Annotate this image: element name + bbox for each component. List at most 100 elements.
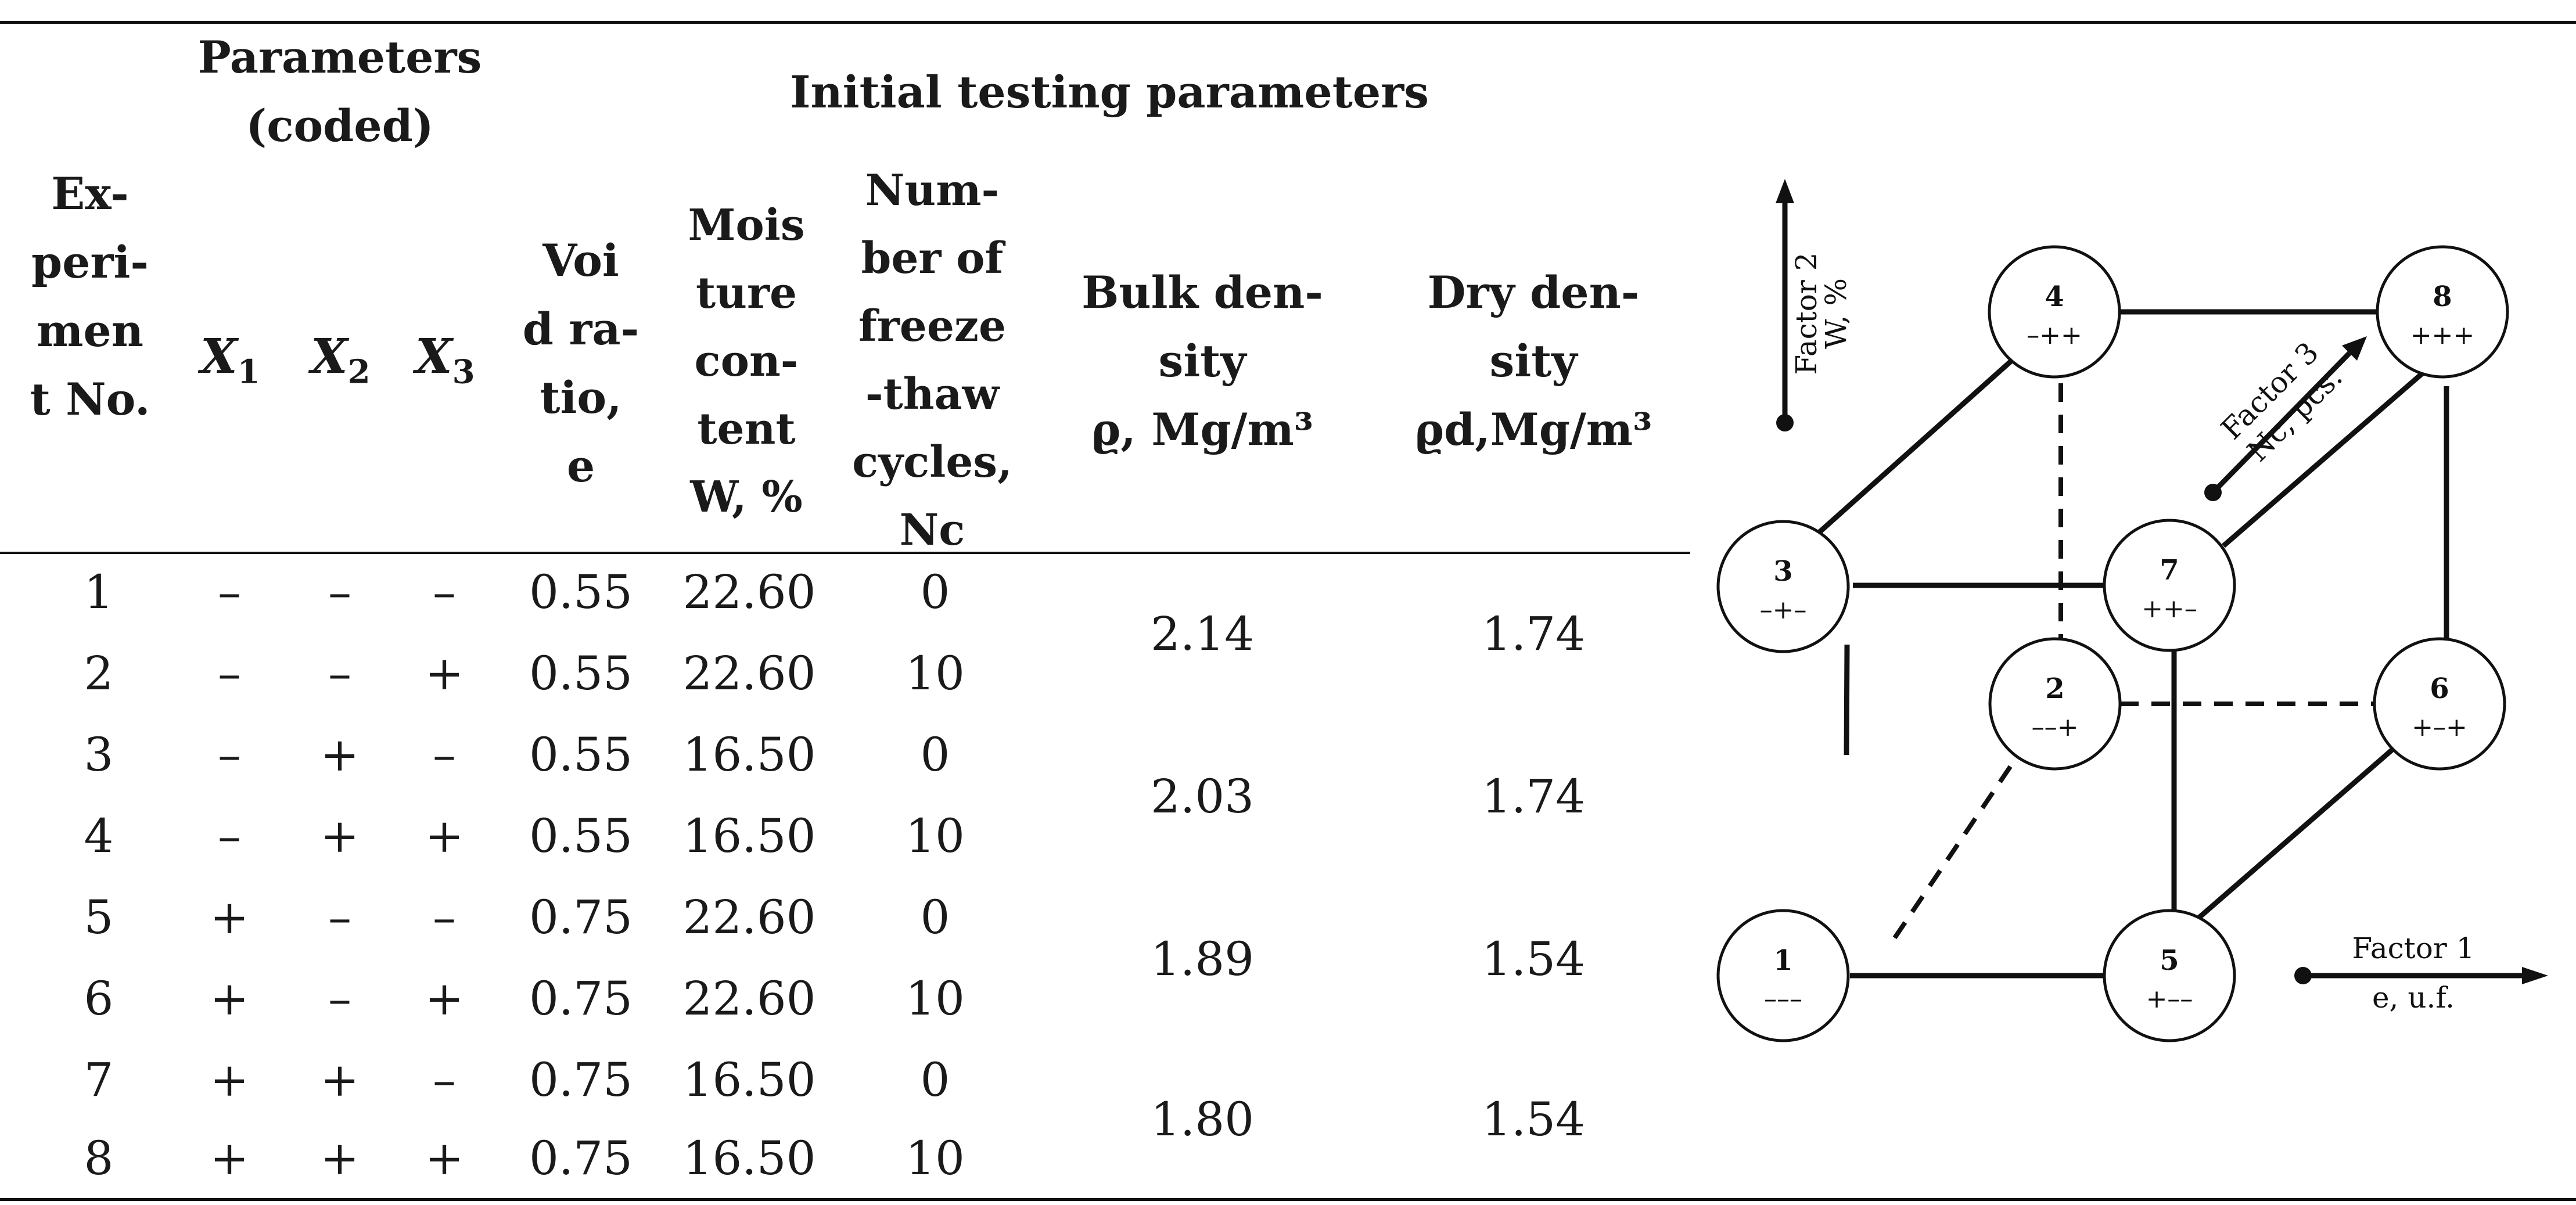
cell-x2: + [320, 809, 360, 863]
cell-cycles: 10 [906, 1131, 965, 1185]
cell-cycles: 0 [920, 890, 950, 944]
cell-moisture: 16.50 [682, 1131, 816, 1185]
header-parameters-coded: Parameters (coded) [197, 31, 482, 152]
cell-bulk-density: 2.14 [1150, 607, 1255, 661]
cell-void-ratio: 0.75 [529, 972, 633, 1026]
cell-void-ratio: 0.55 [529, 809, 633, 863]
cell-cycles: 0 [920, 728, 950, 782]
cell-x2: + [320, 1131, 360, 1185]
cell-x2: – [328, 646, 351, 700]
header-moisture-content: Mois ture con- tent W, % [688, 200, 805, 522]
node-code: –++ [2027, 321, 2082, 350]
hidden-edge [1892, 750, 2022, 940]
cube-node: 7 ++– [2103, 519, 2236, 652]
cell-moisture: 16.50 [682, 1053, 816, 1107]
cell-experiment-no: 5 [84, 890, 114, 944]
cell-experiment-no: 2 [84, 646, 114, 700]
cell-x1: + [210, 890, 249, 944]
node-number: 6 [2430, 672, 2449, 705]
cell-dry-density: 1.54 [1481, 932, 1586, 986]
cube-edge [2222, 346, 2453, 548]
node-code: ––– [1764, 984, 1802, 1014]
header-dry-density: Dry den- sity ϱd,Mg/m³ [1414, 267, 1652, 455]
cell-dry-density: 1.54 [1481, 1092, 1586, 1146]
cell-moisture: 22.60 [682, 890, 816, 944]
cell-cycles: 0 [920, 565, 950, 619]
node-number: 2 [2045, 672, 2064, 705]
cell-x3: – [433, 1053, 456, 1107]
cell-x1: + [210, 972, 249, 1026]
cube-edge [2171, 738, 2405, 943]
factor-3-axis: Factor 3 Nc, pcs. [2204, 336, 2367, 501]
factor-2-axis: Factor 2 W, % [1776, 179, 1853, 431]
node-number: 7 [2160, 554, 2179, 587]
cell-experiment-no: 3 [84, 728, 114, 782]
cell-void-ratio: 0.75 [529, 890, 633, 944]
factor-2-unit: W, % [1819, 278, 1853, 349]
header-initial-testing: Initial testing parameters [789, 66, 1429, 118]
node-code: ––+ [2032, 713, 2079, 742]
node-number: 1 [1773, 944, 1792, 977]
cube-node: 1 ––– [1716, 909, 1850, 1042]
cell-x3: + [425, 1131, 464, 1185]
cube-node: 2 ––+ [1988, 637, 2122, 771]
cell-experiment-no: 1 [84, 565, 114, 619]
cell-bulk-density: 2.03 [1150, 769, 1255, 823]
node-number: 4 [2045, 280, 2064, 313]
cell-experiment-no: 4 [84, 809, 114, 863]
top-rule [0, 21, 2576, 24]
header-x2: X2 [311, 329, 371, 391]
node-code: ++– [2142, 594, 2197, 624]
cell-void-ratio: 0.75 [529, 1053, 633, 1107]
cell-x2: – [328, 890, 351, 944]
header-x3: X3 [415, 329, 475, 391]
node-code: +++ [2410, 321, 2475, 350]
bottom-rule [0, 1198, 2576, 1201]
cell-moisture: 16.50 [682, 809, 816, 863]
cell-experiment-no: 7 [84, 1053, 114, 1107]
header-void-ratio: Voi d ra- tio, e [522, 235, 639, 492]
factor-1-axis: Factor 1 e, u.f. [2294, 931, 2548, 1015]
node-code: –+– [1760, 595, 1807, 625]
header-experiment-no: Ex- peri- men t No. [30, 168, 150, 425]
cube-edge [1798, 355, 2017, 552]
node-code: +–+ [2412, 713, 2467, 742]
cell-moisture: 22.60 [682, 565, 816, 619]
cell-moisture: 16.50 [682, 728, 816, 782]
design-cube-diagram: Factor 2 W, % Factor 3 Nc, pcs. Factor 1… [1716, 179, 2548, 1042]
cell-x3: – [433, 565, 456, 619]
factor-2-label: Factor 2 [1790, 253, 1823, 375]
cell-x2: + [320, 1053, 360, 1107]
cube-node: 8 +++ [2376, 245, 2509, 379]
cell-x2: – [328, 972, 351, 1026]
cube-node: 6 +–+ [2373, 637, 2506, 771]
cell-cycles: 0 [920, 1053, 950, 1107]
cell-experiment-no: 6 [84, 972, 114, 1026]
cell-x2: – [328, 565, 351, 619]
node-number: 3 [1773, 555, 1792, 588]
cell-x3: + [425, 972, 464, 1026]
cell-x3: + [425, 646, 464, 700]
cell-moisture: 22.60 [682, 972, 816, 1026]
cube-node: 4 –++ [1988, 245, 2121, 379]
cell-void-ratio: 0.55 [529, 565, 633, 619]
cell-dry-density: 1.74 [1481, 607, 1586, 661]
cell-cycles: 10 [906, 809, 965, 863]
cell-void-ratio: 0.75 [529, 1131, 633, 1185]
cell-cycles: 10 [906, 972, 965, 1026]
factor-1-unit: e, u.f. [2372, 981, 2455, 1015]
cell-void-ratio: 0.55 [529, 646, 633, 700]
cell-x1: – [218, 646, 241, 700]
cell-dry-density: 1.74 [1481, 769, 1586, 823]
node-number: 8 [2433, 280, 2452, 313]
cube-node: 3 –+– [1716, 520, 1850, 653]
cell-x3: – [433, 890, 456, 944]
cell-x1: – [218, 809, 241, 863]
cell-x3: – [433, 728, 456, 782]
cell-x1: + [210, 1131, 249, 1185]
cell-x1: – [218, 728, 241, 782]
cube-node: 5 +–– [2103, 909, 2236, 1042]
cell-x1: + [210, 1053, 249, 1107]
node-number: 5 [2160, 944, 2179, 977]
